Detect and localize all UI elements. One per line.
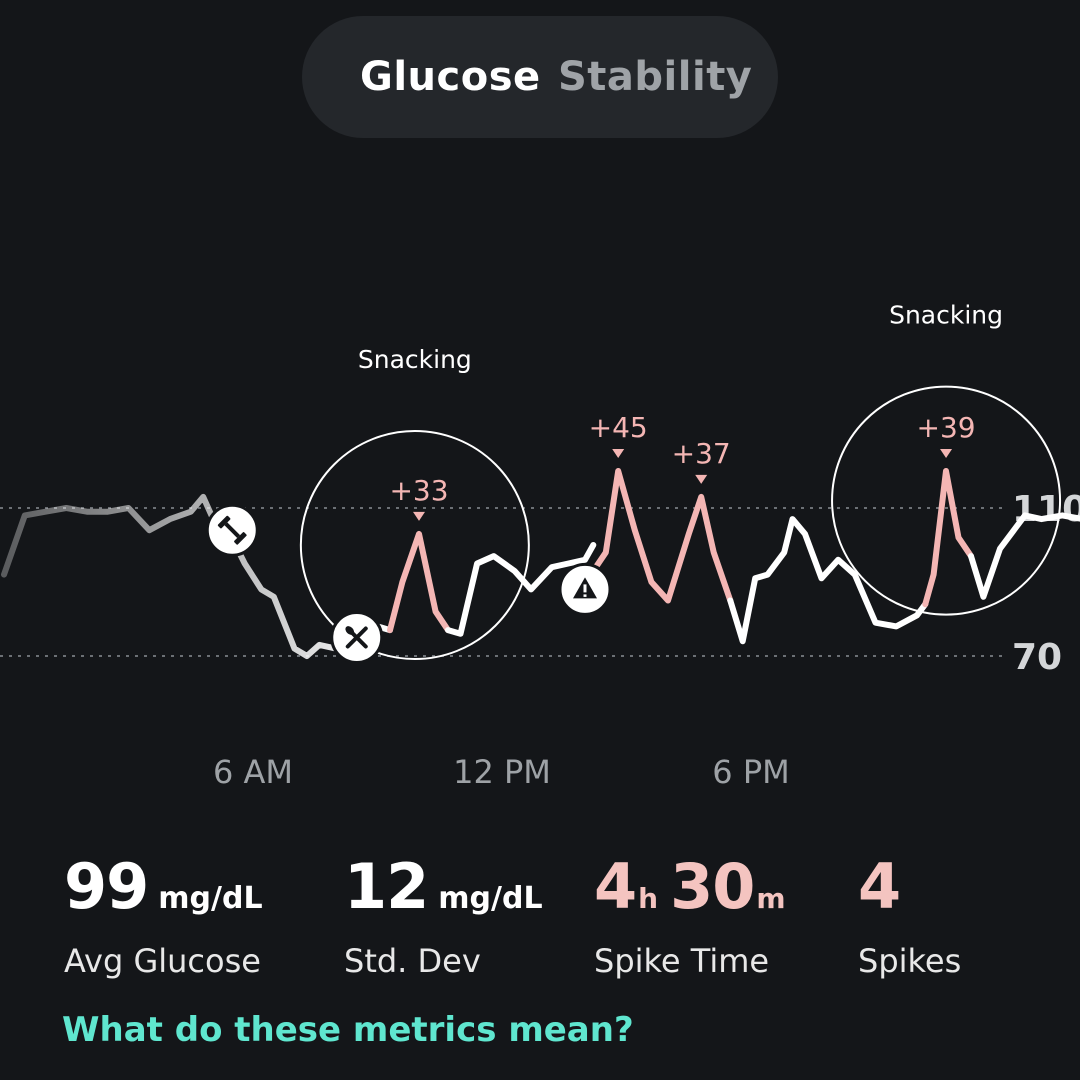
y-label-110: 110: [1012, 489, 1080, 530]
glucose-line-segment: [727, 516, 929, 645]
x-tick-label: 12 PM: [453, 753, 551, 791]
fork-knife-icon: [330, 611, 384, 664]
metric-spike-time: 4h 30m Spike Time: [594, 850, 798, 980]
highlight-label: Snacking: [358, 345, 472, 374]
std-dev-label: Std. Dev: [344, 942, 481, 980]
spike-label: +39: [917, 411, 976, 444]
spike-time-minutes-unit: m: [756, 882, 786, 915]
metric-avg-glucose: 99 mg/dL Avg Glucose: [64, 850, 263, 980]
spike-time-hours-unit: h: [638, 882, 659, 915]
spike-marker: [940, 449, 953, 458]
spikes-value: 4: [858, 850, 901, 923]
spike-label: +33: [389, 474, 448, 507]
fork-shape: [345, 626, 368, 649]
spike-label: +45: [589, 411, 648, 444]
dumbbell-icon: [205, 503, 259, 557]
metric-spikes: 4 Spikes: [858, 850, 961, 980]
std-dev-value: 12: [344, 850, 429, 923]
glucose-line-segment: [445, 542, 597, 637]
spike-marker: [695, 474, 708, 484]
spike-time-minutes: 30: [670, 850, 755, 923]
tab-stability[interactable]: Stability: [558, 16, 752, 138]
std-dev-unit: mg/dL: [438, 881, 543, 916]
highlight-circle: [831, 385, 1062, 616]
highlight-circle: [299, 430, 530, 660]
spike-label: +37: [672, 437, 731, 470]
metrics-help-link[interactable]: What do these metrics mean?: [62, 1010, 634, 1050]
spoon-bowl: [345, 626, 355, 635]
avg-glucose-label: Avg Glucose: [64, 942, 261, 980]
dumbbell-shape: [217, 515, 247, 545]
glucose-line-segment: [922, 468, 974, 608]
spike-marker: [612, 449, 625, 458]
spikes-label: Spikes: [858, 942, 962, 980]
dumbbell-weight-right: [234, 532, 247, 545]
avg-glucose-value: 99: [64, 850, 149, 923]
x-tick-label: 6 AM: [213, 753, 293, 791]
warning-bang: [583, 584, 587, 593]
warning-icon: [558, 562, 612, 616]
tab-glucose[interactable]: Glucose: [360, 16, 541, 138]
spike-marker: [413, 511, 425, 521]
warning-dot: [583, 594, 587, 597]
x-tick-label: 6 PM: [712, 753, 789, 791]
glucose-line-segment: [590, 468, 734, 604]
y-label-70: 70: [1012, 637, 1062, 678]
glucose-line-segment: [387, 530, 451, 634]
highlight-label: Snacking: [889, 301, 1003, 330]
dumbbell-bar: [224, 522, 241, 538]
glucose-line-segment: [968, 512, 1080, 600]
avg-glucose-unit: mg/dL: [158, 881, 263, 916]
dumbbell-weight-left: [217, 515, 231, 529]
metric-std-dev: 12 mg/dL Std. Dev: [344, 850, 543, 980]
glucose-chart: 110 70 Snacking Snacking +33 +45 +37 +39 6 AM…: [0, 301, 1080, 791]
view-tabs: Glucose Stability: [302, 16, 778, 138]
spike-time-label: Spike Time: [594, 942, 770, 980]
spike-time-hours: 4: [594, 850, 637, 923]
